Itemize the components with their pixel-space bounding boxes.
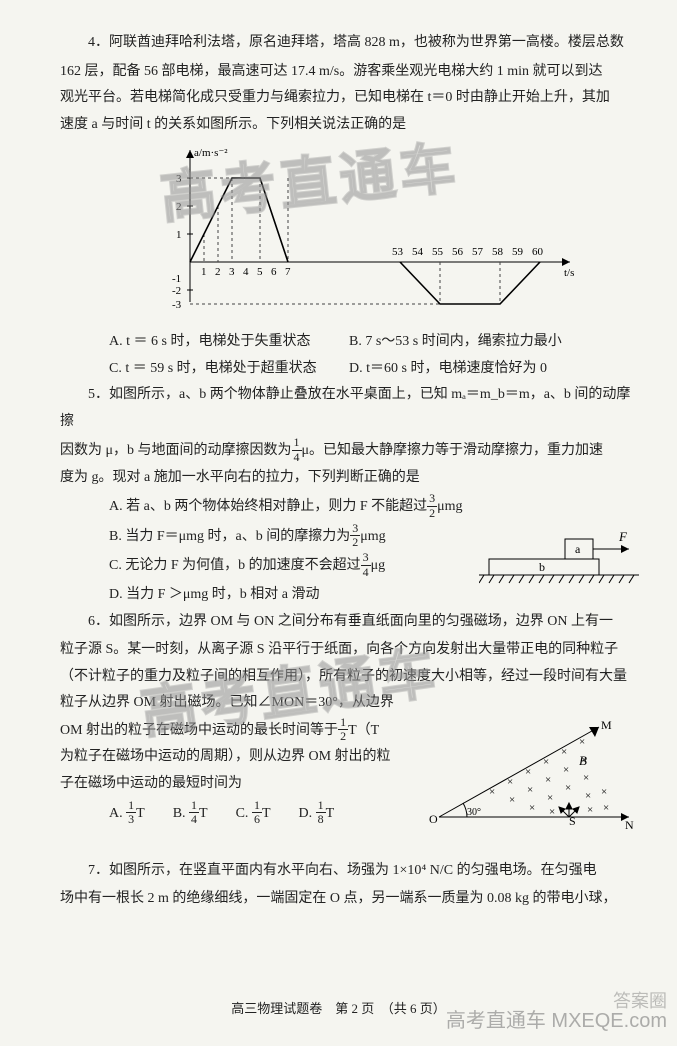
svg-text:7: 7 bbox=[285, 266, 291, 278]
svg-text:×: × bbox=[581, 754, 587, 766]
svg-text:54: 54 bbox=[412, 246, 424, 258]
q6-line3: （不计粒子的重力及粒子间的相互作用），所有粒子的初速度大小相等，经过一段时间有大… bbox=[60, 664, 639, 691]
svg-text:M: M bbox=[601, 718, 612, 732]
svg-text:53: 53 bbox=[392, 246, 404, 258]
q4-optB: B. 7 s～53 s 时间内，绳索拉力最小 bbox=[349, 329, 562, 356]
svg-text:×: × bbox=[561, 746, 567, 758]
q4-line2: 162 层，配备 56 部电梯，最高速可达 17.4 m/s。游客乘坐观光电梯大… bbox=[60, 59, 639, 86]
svg-text:58: 58 bbox=[492, 246, 504, 258]
q4-line1: 4．阿联酋迪拜哈利法塔，原名迪拜塔，塔高 828 m，也被称为世界第一高楼。楼层… bbox=[60, 30, 639, 57]
svg-text:2: 2 bbox=[215, 266, 221, 278]
q4-optD: D. t＝60 s 时，电梯速度恰好为 0 bbox=[349, 356, 547, 383]
corner-watermark-2: 高考直通车 MXEQE.com bbox=[446, 1002, 667, 1040]
svg-text:×: × bbox=[565, 782, 571, 794]
svg-text:4: 4 bbox=[243, 266, 249, 278]
svg-text:×: × bbox=[587, 804, 593, 816]
svg-text:1: 1 bbox=[176, 229, 182, 241]
q5-line3: 度为 g。现对 a 施加一水平向右的拉力，下列判断正确的是 bbox=[60, 465, 639, 492]
q4-opts-row1: A. t ＝ 6 s 时，电梯处于失重状态 B. 7 s～53 s 时间内，绳索… bbox=[109, 329, 639, 356]
q6-options: A. 13T B. 14T C. 16T D. 18T bbox=[109, 800, 419, 828]
svg-text:×: × bbox=[543, 756, 549, 768]
svg-text:1: 1 bbox=[201, 266, 207, 278]
svg-text:×: × bbox=[603, 802, 609, 814]
svg-text:×: × bbox=[545, 774, 551, 786]
svg-text:-1: -1 bbox=[172, 273, 181, 285]
svg-text:6: 6 bbox=[271, 266, 277, 278]
svg-text:F: F bbox=[618, 529, 628, 544]
svg-text:×: × bbox=[509, 794, 515, 806]
svg-text:×: × bbox=[549, 806, 555, 818]
svg-text:×: × bbox=[601, 786, 607, 798]
svg-text:5: 5 bbox=[257, 266, 263, 278]
q4-line3: 观光平台。若电梯简化成只受重力与绳索拉力，已知电梯在 t＝0 时由静止开始上升，… bbox=[60, 85, 639, 112]
svg-text:×: × bbox=[585, 790, 591, 802]
svg-text:×: × bbox=[525, 766, 531, 778]
svg-text:t/s: t/s bbox=[564, 267, 574, 279]
svg-text:55: 55 bbox=[432, 246, 444, 258]
svg-text:×: × bbox=[579, 736, 585, 748]
q5-optA: A. 若 a、b 两个物体始终相对静止，则力 F 不能超过32μmg bbox=[109, 493, 639, 521]
q5-line1: 5．如图所示，a、b 两个物体静止叠放在水平桌面上，已知 mₐ＝m_b＝m，a、… bbox=[60, 382, 639, 435]
svg-text:a: a bbox=[575, 542, 581, 556]
svg-text:×: × bbox=[507, 776, 513, 788]
svg-text:×: × bbox=[529, 802, 535, 814]
svg-text:57: 57 bbox=[472, 246, 484, 258]
svg-text:×: × bbox=[527, 784, 533, 796]
q5-figure: a b F bbox=[479, 521, 639, 596]
svg-text:60: 60 bbox=[532, 246, 544, 258]
q4-opts-row2: C. t ＝ 59 s 时，电梯处于超重状态 D. t＝60 s 时，电梯速度恰… bbox=[109, 356, 639, 383]
q6-figure: O M N S B 30° ××× ××× ××× ×× ××× × ×× ××… bbox=[429, 717, 639, 848]
svg-text:2: 2 bbox=[176, 201, 182, 213]
svg-text:×: × bbox=[489, 786, 495, 798]
svg-text:-3: -3 bbox=[172, 299, 182, 311]
svg-text:30°: 30° bbox=[467, 807, 481, 818]
svg-text:56: 56 bbox=[452, 246, 464, 258]
q6-line1: 6．如图所示，边界 OM 与 ON 之间分布有垂直纸面向里的匀强磁场，边界 ON… bbox=[60, 609, 639, 636]
svg-text:-2: -2 bbox=[172, 285, 181, 297]
q4-line4: 速度 a 与时间 t 的关系如图所示。下列相关说法正确的是 bbox=[60, 112, 639, 139]
svg-text:O: O bbox=[429, 812, 438, 826]
q6-line4: 粒子从边界 OM 射出磁场。已知∠MON＝30°，从边界 bbox=[60, 690, 639, 717]
q6-line2: 粒子源 S。某一时刻，从离子源 S 沿平行于纸面，向各个方向发射出大量带正电的同… bbox=[60, 637, 639, 664]
q4-optC: C. t ＝ 59 s 时，电梯处于超重状态 bbox=[109, 356, 349, 383]
q4-optA: A. t ＝ 6 s 时，电梯处于失重状态 bbox=[109, 329, 349, 356]
q5-line2: 因数为 μ，b 与地面间的动摩擦因数为14μ。已知最大静摩擦力等于滑动摩擦力，重… bbox=[60, 437, 639, 465]
svg-text:59: 59 bbox=[512, 246, 524, 258]
svg-text:×: × bbox=[583, 772, 589, 784]
svg-text:3: 3 bbox=[176, 173, 182, 185]
q7-line1: 7．如图所示，在竖直平面内有水平向右、场强为 1×10⁴ N/C 的匀强电场。在… bbox=[60, 858, 639, 885]
svg-text:×: × bbox=[547, 792, 553, 804]
svg-text:×: × bbox=[563, 764, 569, 776]
q7-line2: 场中有一根长 2 m 的绝缘细线，一端固定在 O 点，另一端系一质量为 0.08… bbox=[60, 886, 639, 913]
svg-text:3: 3 bbox=[229, 266, 235, 278]
svg-text:N: N bbox=[625, 818, 634, 832]
q4-chart: a/m·s⁻² t/s 1 2 3 -1 -2 -3 123 4567 5354… bbox=[150, 142, 639, 323]
svg-text:a/m·s⁻²: a/m·s⁻² bbox=[194, 147, 228, 159]
svg-text:b: b bbox=[539, 560, 545, 574]
